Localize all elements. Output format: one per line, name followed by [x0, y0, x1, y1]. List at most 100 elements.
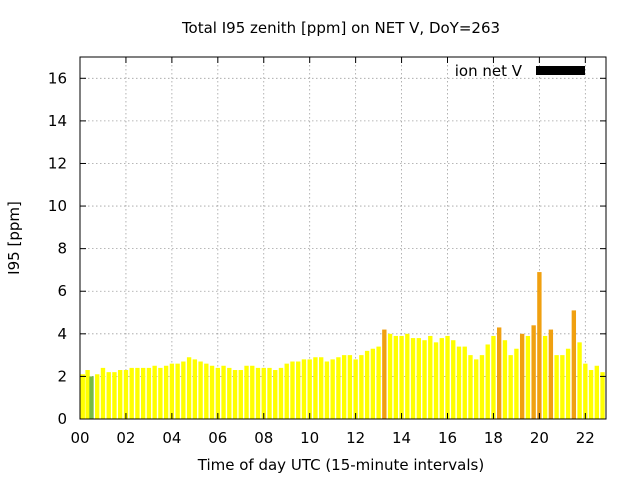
bar: [548, 329, 554, 419]
bar: [152, 365, 157, 419]
bar: [80, 374, 85, 419]
bar: [588, 370, 594, 419]
bar: [445, 335, 450, 419]
bar: [273, 370, 278, 419]
x-tick-label: 20: [530, 429, 549, 447]
bar: [370, 348, 376, 419]
bar: [594, 365, 599, 419]
bars: [80, 272, 605, 419]
chart-title: Total I95 zenith [ppm] on NET V, DoY=263: [181, 19, 500, 37]
bar: [560, 355, 565, 419]
y-tick-label: 4: [57, 325, 67, 343]
y-tick-label: 0: [57, 410, 67, 428]
bar: [278, 367, 284, 419]
y-tick-label: 16: [48, 69, 67, 87]
bar: [112, 372, 117, 419]
bar: [468, 355, 473, 419]
bar: [89, 376, 94, 419]
bar: [106, 372, 111, 419]
bar: [244, 365, 249, 419]
y-tick-label: 10: [48, 197, 67, 215]
bar: [267, 367, 272, 419]
bar: [175, 363, 180, 419]
x-tick-label: 18: [484, 429, 503, 447]
plot-frame: [79, 56, 607, 420]
bar: [158, 367, 163, 419]
bar: [497, 327, 502, 419]
x-tick-label: 14: [392, 429, 411, 447]
bar: [186, 357, 192, 419]
bar: [508, 355, 513, 419]
bar: [491, 335, 496, 419]
bar: [502, 340, 508, 419]
y-tick-label: 2: [57, 367, 67, 385]
bar: [410, 338, 416, 419]
bar: [301, 359, 307, 419]
legend: ion net V: [455, 62, 585, 80]
bar: [140, 367, 146, 419]
bar: [118, 370, 123, 419]
bar: [169, 363, 175, 419]
bar: [577, 342, 582, 419]
bar: [347, 355, 353, 419]
bar: [198, 361, 203, 419]
bar: [313, 357, 318, 419]
bar: [341, 355, 347, 419]
bar: [531, 325, 536, 419]
bar: [479, 355, 485, 419]
bar: [364, 350, 370, 419]
x-tick-label: 10: [300, 429, 319, 447]
x-tick-label: 08: [254, 429, 273, 447]
bar: [439, 338, 444, 419]
bar: [209, 365, 215, 419]
bar: [422, 340, 427, 419]
bar: [204, 363, 209, 419]
bar: [428, 335, 433, 419]
bar: [433, 342, 439, 419]
bar: [359, 355, 364, 419]
grid: [80, 57, 606, 419]
bar: [135, 367, 140, 419]
bar: [565, 348, 571, 419]
bar: [462, 346, 467, 419]
bar: [129, 367, 134, 419]
bar: [163, 365, 169, 419]
x-tick-label: 04: [162, 429, 181, 447]
bar: [399, 335, 404, 419]
bar: [485, 344, 490, 419]
bar: [146, 367, 152, 419]
bar: [537, 272, 542, 419]
bar: [238, 370, 243, 419]
bar: [519, 333, 525, 419]
bar: [123, 370, 129, 419]
y-tick-label: 12: [48, 154, 67, 172]
bar: [542, 335, 548, 419]
bar: [416, 338, 421, 419]
bar: [393, 335, 399, 419]
bar: [250, 365, 255, 419]
bar: [319, 357, 324, 419]
bar: [227, 367, 232, 419]
bar: [100, 367, 106, 419]
bar: [296, 361, 301, 419]
bar: [255, 367, 261, 419]
bar: [181, 361, 186, 419]
y-axis-label: I95 [ppm]: [5, 201, 23, 275]
bar: [353, 359, 358, 419]
bar: [405, 333, 410, 419]
bar: [600, 372, 605, 419]
y-tick-label: 8: [57, 240, 67, 258]
bar: [382, 329, 387, 419]
bar: [324, 361, 330, 419]
bar: [95, 374, 100, 419]
bar: [474, 359, 479, 419]
bar: [261, 367, 266, 419]
bar: [583, 363, 588, 419]
x-tick-label: 02: [116, 429, 135, 447]
x-tick-label: 12: [346, 429, 365, 447]
bar: [571, 310, 577, 419]
x-axis-label: Time of day UTC (15-minute intervals): [197, 456, 484, 474]
bar: [221, 365, 226, 419]
